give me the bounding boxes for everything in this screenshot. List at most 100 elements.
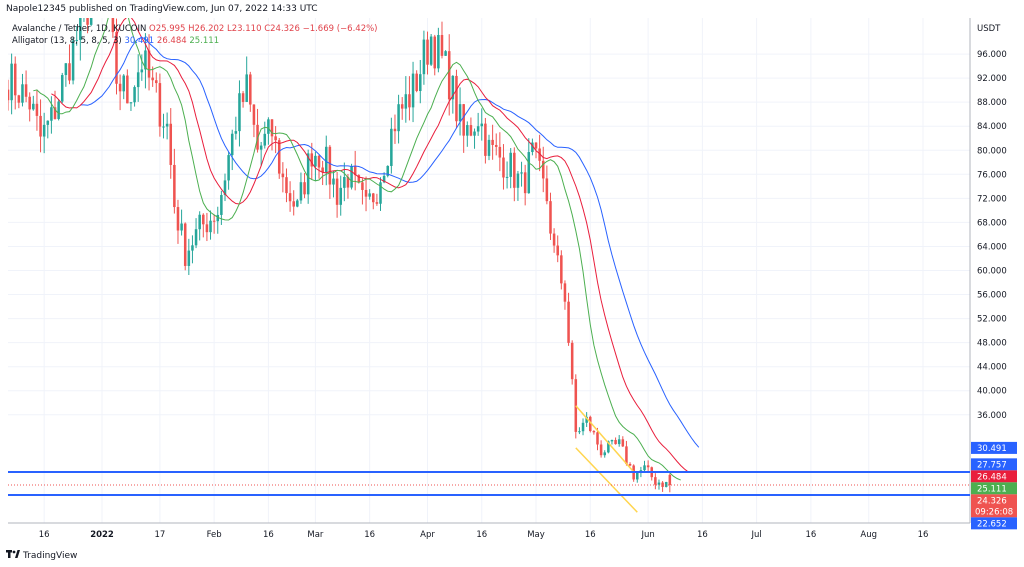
candle-body bbox=[328, 146, 332, 185]
candle-body bbox=[234, 131, 238, 134]
candle-body bbox=[75, 39, 78, 41]
candle-body bbox=[433, 36, 437, 69]
candle-body bbox=[643, 465, 646, 471]
price-tag bbox=[971, 470, 1017, 483]
lips-value: 25.111 bbox=[189, 36, 220, 46]
candle-body bbox=[35, 103, 39, 116]
candle-body bbox=[314, 155, 317, 167]
candle-body bbox=[57, 101, 60, 119]
tradingview-logo-icon bbox=[6, 550, 20, 558]
candle-body bbox=[567, 301, 570, 343]
y-tick-label: 52.000 bbox=[977, 315, 1007, 325]
candle-body bbox=[455, 75, 458, 122]
candle-body bbox=[136, 72, 140, 88]
candle-body bbox=[350, 166, 353, 188]
candle-body bbox=[147, 50, 151, 78]
candle-body bbox=[205, 224, 209, 233]
candle-body bbox=[379, 182, 382, 204]
price-tag-label: 30.491 bbox=[977, 444, 1007, 454]
candle-body bbox=[267, 119, 270, 134]
y-tick-label: 72.000 bbox=[977, 194, 1007, 204]
candle-body bbox=[437, 35, 440, 69]
candle-body bbox=[552, 233, 556, 246]
candle-body bbox=[335, 178, 339, 205]
candle-body bbox=[654, 477, 657, 485]
candle-body bbox=[115, 32, 118, 84]
candle-body bbox=[382, 175, 386, 183]
candle-body bbox=[636, 472, 639, 480]
candle-body bbox=[202, 214, 205, 225]
candle-body bbox=[162, 126, 165, 128]
candle-body bbox=[241, 93, 245, 102]
candle-body bbox=[520, 172, 523, 174]
candle-body bbox=[151, 77, 154, 81]
candle-body bbox=[165, 123, 169, 127]
candle-body bbox=[541, 160, 545, 179]
candle-body bbox=[13, 63, 17, 96]
candle-body bbox=[296, 200, 299, 207]
candle-body bbox=[17, 95, 21, 103]
candle-body bbox=[270, 119, 274, 137]
candle-body bbox=[545, 178, 549, 202]
candle-body bbox=[469, 125, 473, 136]
candle-body bbox=[10, 63, 13, 101]
candle-body bbox=[292, 201, 295, 207]
candle-body bbox=[419, 74, 422, 92]
y-tick-label: 40.000 bbox=[977, 387, 1007, 397]
candle-body bbox=[664, 482, 668, 487]
channel-line bbox=[575, 405, 635, 473]
candle-body bbox=[216, 214, 220, 222]
price-tag bbox=[971, 482, 1017, 495]
y-tick-label: 84.000 bbox=[977, 122, 1007, 132]
candle-body bbox=[230, 133, 234, 156]
countdown-label: 09:26:08 bbox=[975, 507, 1013, 517]
candle-body bbox=[32, 103, 35, 110]
x-tick-label: Feb bbox=[207, 530, 222, 540]
candle-body bbox=[343, 176, 346, 188]
open-value: O25.995 bbox=[149, 24, 186, 34]
candle-body bbox=[259, 145, 263, 150]
high-value: H26.202 bbox=[188, 24, 225, 34]
candle-body bbox=[390, 128, 393, 166]
candle-body bbox=[484, 123, 487, 156]
change-value: −1.669 (−6.42%) bbox=[302, 24, 378, 34]
brand-name: TradingView bbox=[23, 551, 78, 561]
x-tick-label: Aug bbox=[860, 530, 877, 540]
candle-body bbox=[169, 123, 173, 165]
y-tick-label: 48.000 bbox=[977, 339, 1007, 349]
y-tick-label: 64.000 bbox=[977, 242, 1007, 252]
candle-body bbox=[249, 74, 252, 105]
candles-group bbox=[8, 18, 700, 493]
candle-body bbox=[46, 120, 50, 125]
x-tick-label: 16 bbox=[918, 530, 929, 540]
candle-body bbox=[426, 39, 429, 65]
candle-body bbox=[404, 94, 408, 109]
candle-body bbox=[24, 84, 28, 97]
candle-body bbox=[281, 173, 285, 178]
candle-body bbox=[274, 136, 277, 141]
price-tag-label: 25.111 bbox=[977, 484, 1007, 494]
x-tick-label: Jul bbox=[750, 530, 761, 540]
candle-body bbox=[621, 439, 625, 447]
candle-body bbox=[191, 245, 194, 251]
candle-body bbox=[523, 172, 527, 194]
candle-body bbox=[476, 126, 480, 132]
candle-body bbox=[173, 164, 176, 208]
low-value: L23.110 bbox=[227, 24, 262, 34]
candle-body bbox=[502, 157, 505, 178]
price-tag bbox=[971, 458, 1017, 471]
candle-body bbox=[332, 178, 335, 185]
candle-body bbox=[625, 446, 628, 464]
x-tick-label: Jun bbox=[640, 530, 654, 540]
x-tick-label: Mar bbox=[307, 530, 324, 540]
candle-body bbox=[223, 180, 227, 196]
alligator-lips-line bbox=[33, 18, 681, 481]
candle-body bbox=[89, 18, 93, 25]
candle-body bbox=[133, 87, 136, 103]
tradingview-branding: TradingView bbox=[6, 549, 77, 561]
candle-body bbox=[617, 439, 621, 445]
candle-body bbox=[610, 439, 614, 442]
candle-body bbox=[79, 18, 82, 40]
candle-body bbox=[144, 50, 147, 70]
